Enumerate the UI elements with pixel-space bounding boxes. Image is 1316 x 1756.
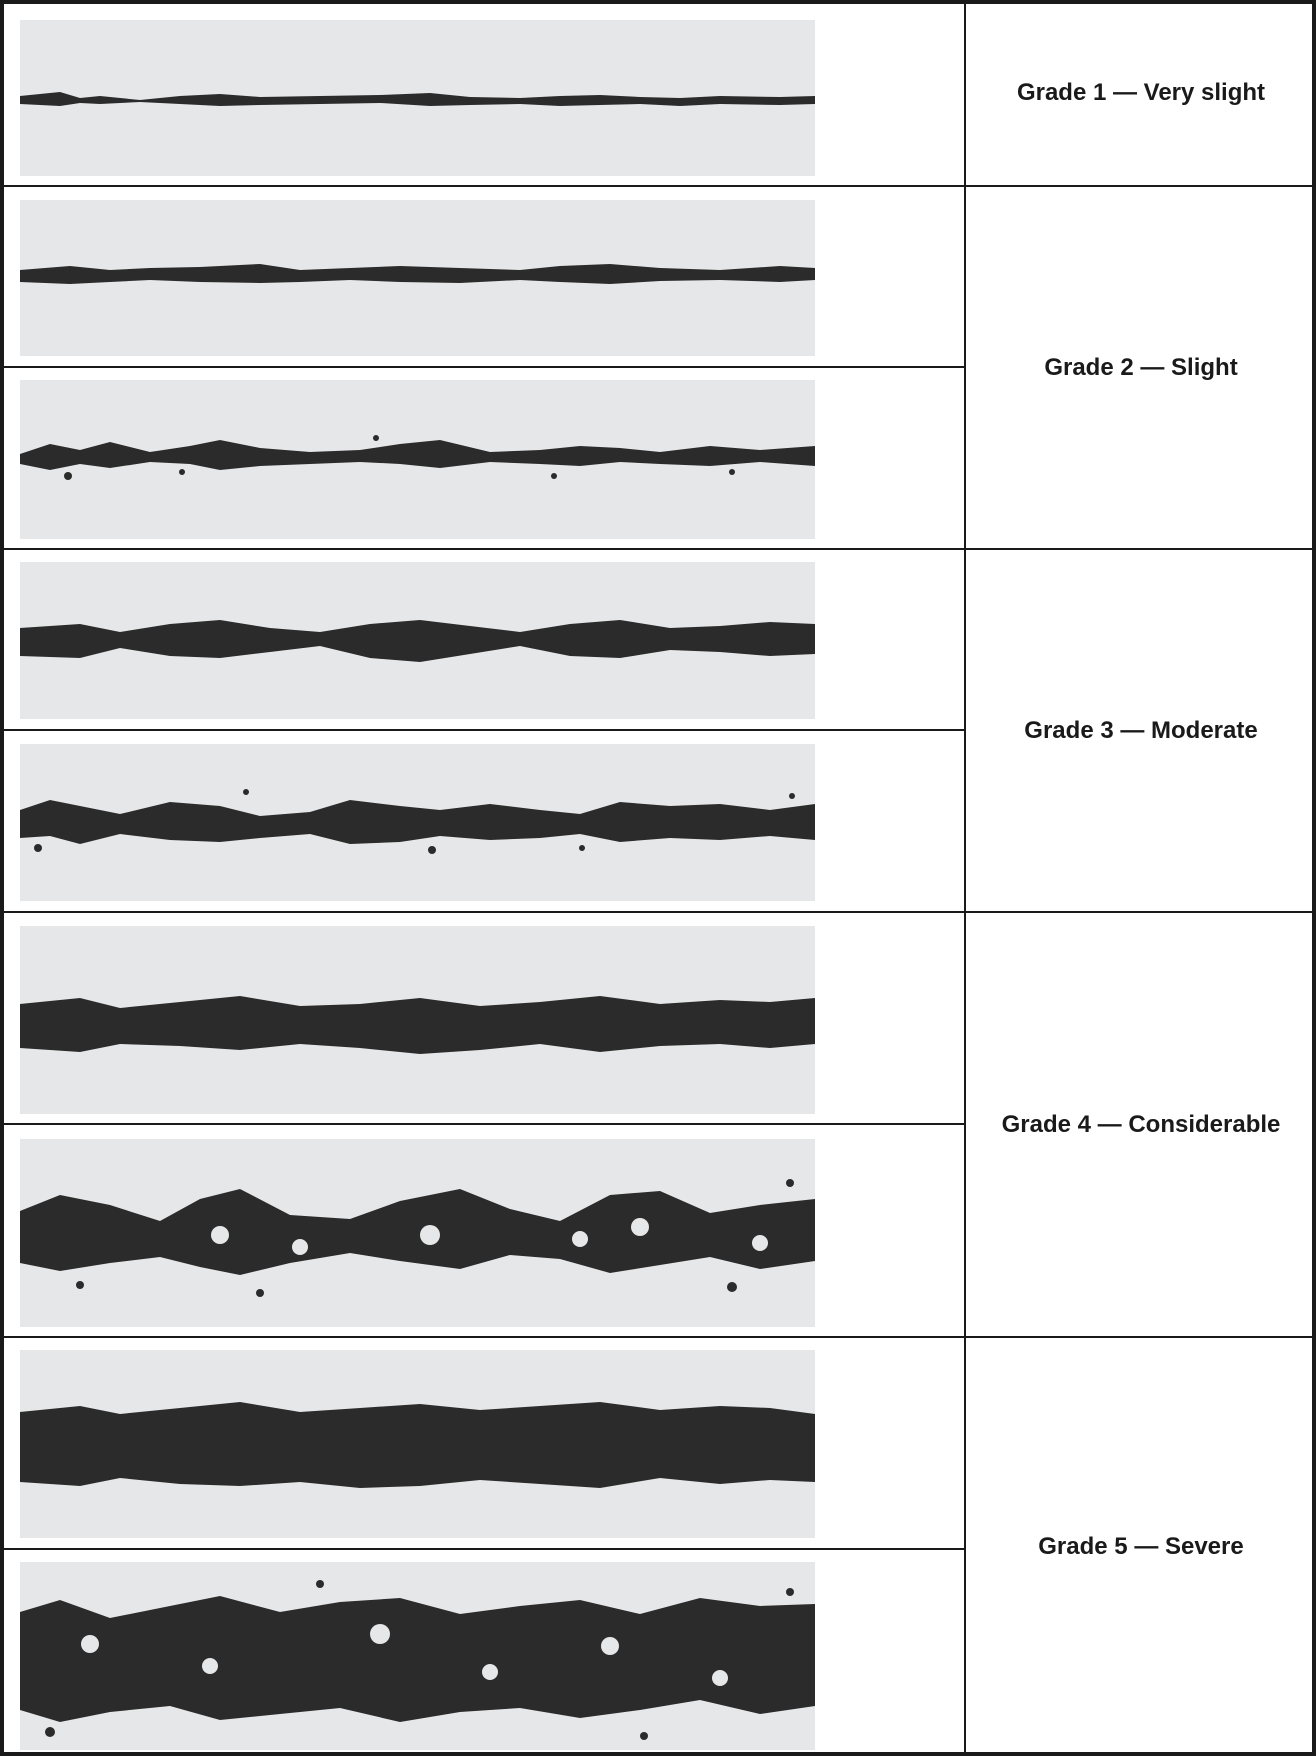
grade-4-label: Grade 4 — Considerable [1001, 1110, 1281, 1138]
grade-1-image [20, 20, 815, 176]
grade-3-label: Grade 3 — Moderate [1024, 716, 1258, 744]
grade-3-image-top [20, 562, 815, 719]
grade-4-image-bottom [20, 1139, 815, 1327]
grade-2-label: Grade 2 — Slight [1044, 353, 1238, 381]
grade-5-image-bottom [20, 1562, 815, 1750]
grade-1-label: Grade 1 — Very slight [1016, 79, 1266, 106]
grade-4-image-top [20, 926, 815, 1114]
grade-5-label: Grade 5 — Severe [1038, 1532, 1244, 1560]
grade-3-image-bottom [20, 744, 815, 901]
grade-2-image-bottom [20, 380, 815, 539]
grade-5-image-top [20, 1350, 815, 1538]
grade-2-image-top [20, 200, 815, 356]
